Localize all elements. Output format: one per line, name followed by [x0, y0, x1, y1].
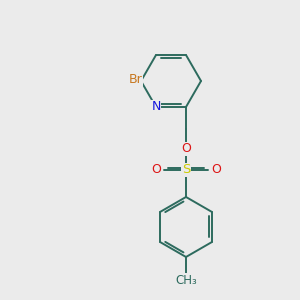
Text: O: O: [181, 142, 191, 155]
Text: O: O: [151, 164, 161, 176]
Text: Br: Br: [129, 73, 142, 86]
Text: N: N: [151, 100, 161, 113]
Text: O: O: [211, 164, 221, 176]
Text: S: S: [182, 164, 190, 176]
Text: CH₃: CH₃: [175, 274, 197, 286]
